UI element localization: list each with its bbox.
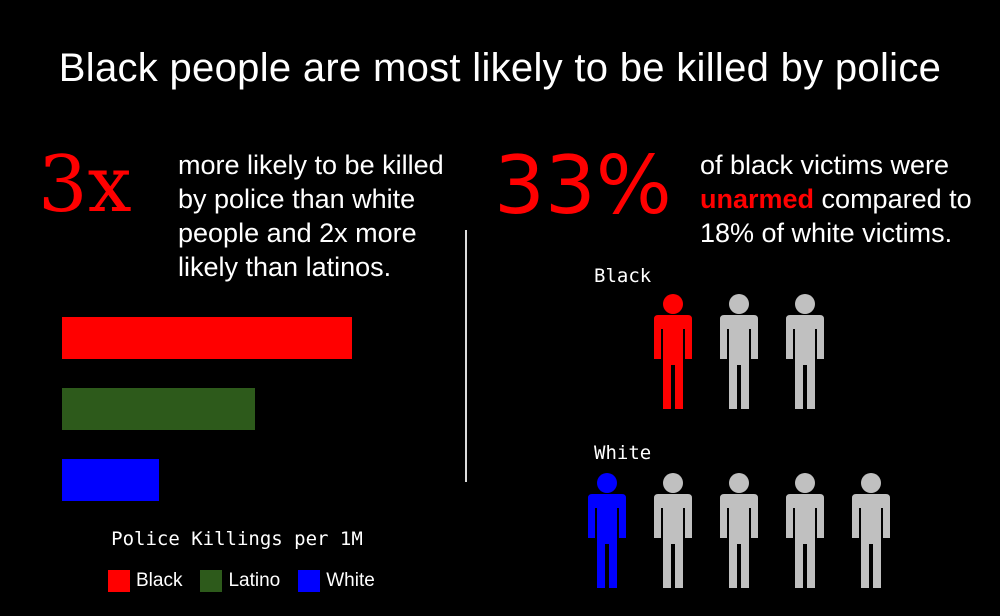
legend-item-white: White — [298, 570, 375, 592]
chart-xlabel: Police Killings per 1M — [111, 528, 363, 550]
legend-item-latino: Latino — [200, 570, 280, 592]
person-icon — [650, 472, 696, 595]
bar-latino — [62, 388, 256, 430]
stat-33-highlight: unarmed — [700, 184, 815, 214]
legend-item-black: Black — [108, 570, 182, 592]
stat-3x-text: more likely to be killed by police than … — [178, 150, 444, 282]
person-icon — [782, 293, 828, 416]
legend-label-black: Black — [136, 570, 183, 591]
stat-33-text-before: of black victims were — [700, 150, 950, 180]
legend-swatch-black — [108, 570, 130, 592]
page-title: Black people are most likely to be kille… — [58, 46, 942, 90]
person-icon — [650, 293, 696, 416]
bar-white — [62, 459, 159, 501]
group-label-white: White — [594, 442, 652, 464]
person-icon — [584, 472, 630, 595]
legend-swatch-white — [298, 570, 321, 592]
legend-swatch-latino — [200, 570, 223, 592]
center-divider — [465, 230, 467, 482]
legend-label-latino: Latino — [228, 570, 281, 591]
person-icon — [716, 472, 762, 595]
stat-33-text: of black victims were unarmed compared t… — [700, 148, 990, 250]
chart-legend: Black Latino White — [108, 570, 393, 592]
person-icon — [782, 472, 828, 595]
stat-33-text-after: compared to 18% of white victims. — [700, 184, 972, 248]
stat-33-number: 33% — [494, 139, 672, 232]
legend-label-white: White — [326, 570, 375, 591]
bar-black — [62, 317, 352, 359]
group-label-black: Black — [594, 265, 652, 287]
person-icon — [716, 293, 762, 416]
stat-3x-number: 3x — [38, 140, 132, 230]
person-icon — [848, 472, 894, 595]
